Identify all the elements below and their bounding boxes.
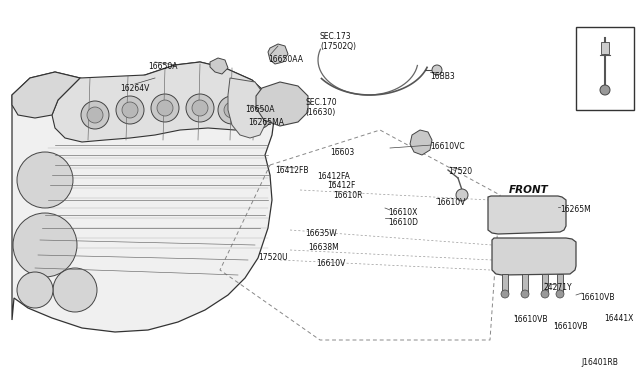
Text: 16412F: 16412F <box>327 181 355 190</box>
Circle shape <box>521 290 529 298</box>
Text: SEC.173: SEC.173 <box>320 32 351 41</box>
Circle shape <box>600 85 610 95</box>
Text: 16610VB: 16610VB <box>553 322 588 331</box>
Bar <box>542 274 548 292</box>
Polygon shape <box>210 58 228 74</box>
Polygon shape <box>410 130 432 155</box>
Circle shape <box>157 100 173 116</box>
Circle shape <box>541 290 549 298</box>
Bar <box>557 274 563 292</box>
Text: 16412FB: 16412FB <box>275 166 308 175</box>
Circle shape <box>53 268 97 312</box>
Circle shape <box>556 290 564 298</box>
Bar <box>576 27 634 110</box>
Text: 16412FA: 16412FA <box>317 172 350 181</box>
Text: 16610VB: 16610VB <box>513 315 547 324</box>
Text: 16441X: 16441X <box>604 314 634 323</box>
Text: 16265MA: 16265MA <box>248 118 284 127</box>
Polygon shape <box>268 44 288 64</box>
Circle shape <box>244 101 272 129</box>
Circle shape <box>81 101 109 129</box>
Text: 16610X: 16610X <box>388 208 417 217</box>
Circle shape <box>151 94 179 122</box>
Bar <box>502 274 508 292</box>
Text: 24271Y: 24271Y <box>543 283 572 292</box>
Text: 16638M: 16638M <box>308 243 339 252</box>
Text: 16610D: 16610D <box>388 218 418 227</box>
Text: 16650A: 16650A <box>148 62 177 71</box>
Circle shape <box>192 100 208 116</box>
Polygon shape <box>488 196 566 234</box>
Circle shape <box>456 189 468 201</box>
Text: 16264V: 16264V <box>120 84 149 93</box>
Polygon shape <box>12 62 275 332</box>
Text: J16401RB: J16401RB <box>581 358 618 367</box>
Text: 17520U: 17520U <box>258 253 287 262</box>
Text: 16650AA: 16650AA <box>268 55 303 64</box>
Circle shape <box>186 94 214 122</box>
Text: 16610VC: 16610VC <box>430 142 465 151</box>
Text: 16603: 16603 <box>330 148 355 157</box>
Text: 16610V: 16610V <box>436 198 465 207</box>
Bar <box>522 274 528 292</box>
Bar <box>601 42 609 54</box>
Polygon shape <box>52 62 268 142</box>
Circle shape <box>17 272 53 308</box>
Text: SEC.170: SEC.170 <box>305 98 337 107</box>
Text: 16610VB: 16610VB <box>580 293 614 302</box>
Circle shape <box>13 213 77 277</box>
Polygon shape <box>256 82 308 126</box>
Text: 16635W: 16635W <box>305 229 337 238</box>
Text: FRONT: FRONT <box>509 185 548 195</box>
Circle shape <box>87 107 103 123</box>
Text: 16650A: 16650A <box>245 105 275 114</box>
Text: 16265M: 16265M <box>560 205 591 214</box>
Circle shape <box>122 102 138 118</box>
Text: 16610V: 16610V <box>316 259 346 268</box>
Circle shape <box>218 96 246 124</box>
Text: (17502Q): (17502Q) <box>320 42 356 51</box>
Text: 16BB3: 16BB3 <box>430 72 455 81</box>
Circle shape <box>116 96 144 124</box>
Polygon shape <box>228 78 268 138</box>
Circle shape <box>17 152 73 208</box>
Circle shape <box>501 290 509 298</box>
Text: 16610R: 16610R <box>333 191 362 200</box>
Text: 17520: 17520 <box>448 167 472 176</box>
Circle shape <box>224 102 240 118</box>
Polygon shape <box>492 238 576 275</box>
Polygon shape <box>12 72 80 118</box>
Circle shape <box>250 107 266 123</box>
Circle shape <box>432 65 442 75</box>
Text: (16630): (16630) <box>305 108 335 117</box>
